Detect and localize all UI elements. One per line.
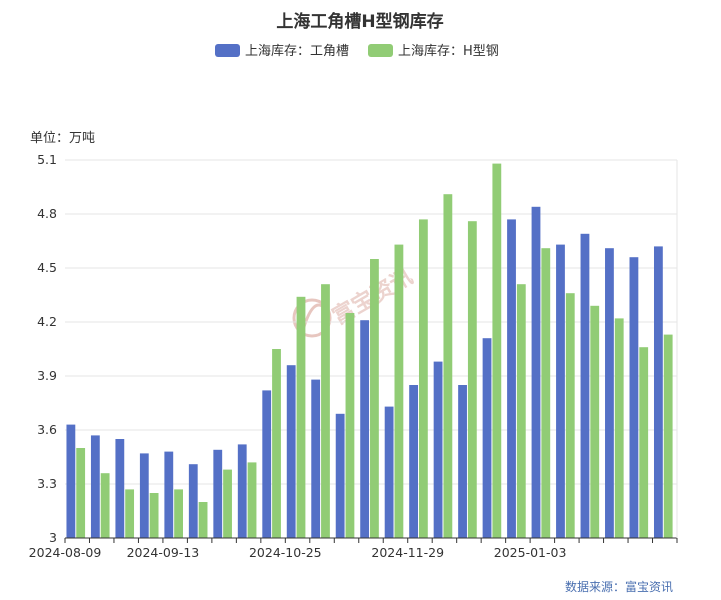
bar-series-2[interactable] (394, 244, 404, 538)
bar-series-1[interactable] (213, 449, 223, 538)
bar-series-1[interactable] (286, 365, 296, 538)
y-tick-label: 3.9 (37, 368, 57, 383)
bar-series-2[interactable] (125, 489, 135, 538)
bar-series-2[interactable] (565, 293, 575, 538)
bar-series-2[interactable] (198, 502, 208, 538)
bar-series-1[interactable] (115, 439, 125, 538)
bar-series-1[interactable] (605, 248, 614, 538)
bar-series-2[interactable] (296, 296, 306, 538)
y-axis-unit-label: 单位：万吨 (30, 131, 95, 146)
bar-series-1[interactable] (507, 219, 516, 538)
bar-series-1[interactable] (311, 379, 321, 538)
bar-series-1[interactable] (139, 453, 149, 538)
legend[interactable]: 上海库存：工角槽 上海库存：H型钢 (215, 43, 499, 59)
y-tick-label: 3.6 (37, 422, 57, 437)
bar-series-2[interactable] (247, 462, 257, 538)
bar-series-2[interactable] (418, 219, 428, 538)
y-axis-ticks: 3 3.3 3.6 3.9 4.2 4.5 4.8 5.1 (37, 152, 57, 545)
bar-series-1[interactable] (653, 246, 663, 538)
bar-series-1[interactable] (556, 244, 565, 538)
bar-series-2[interactable] (541, 248, 551, 538)
bar-series-1[interactable] (433, 361, 443, 538)
legend-swatch-series-1[interactable] (215, 44, 240, 57)
bar-series-1[interactable] (66, 424, 76, 538)
x-tick-label: 2024-09-13 (127, 545, 200, 560)
watermark-logo-mark (301, 303, 323, 331)
bar-series-2[interactable] (321, 284, 330, 538)
bar-series-1[interactable] (164, 451, 174, 538)
bar-series-2[interactable] (76, 448, 86, 538)
legend-swatch-series-2[interactable] (368, 44, 393, 57)
bar-series-1[interactable] (482, 338, 492, 538)
x-tick-label: 2024-10-25 (249, 545, 322, 560)
bar-series-1[interactable] (188, 464, 198, 538)
x-axis: 2024-08-09 2024-09-13 2024-10-25 2024-11-29… (29, 160, 678, 560)
bar-series-1[interactable] (335, 413, 345, 538)
y-tick-label: 5.1 (37, 152, 57, 167)
y-tick-label: 3.3 (37, 476, 57, 491)
bar-series-1[interactable] (580, 233, 590, 539)
legend-label-series-2[interactable]: 上海库存：H型钢 (398, 43, 499, 59)
x-tick-label: 2025-01-03 (494, 545, 567, 560)
data-source-label: 数据来源：富宝资讯 (565, 579, 673, 594)
legend-label-series-1[interactable]: 上海库存：工角槽 (245, 43, 349, 59)
bar-series-2[interactable] (345, 313, 355, 538)
bar-series-1[interactable] (531, 206, 541, 539)
bar-series-2[interactable] (272, 349, 281, 538)
bar-series-2[interactable] (614, 318, 624, 538)
bar-series-2[interactable] (100, 473, 110, 538)
bar-series-2[interactable] (174, 489, 183, 538)
bar-series-2[interactable] (516, 284, 526, 538)
bar-series-2[interactable] (663, 334, 673, 538)
bar-series-2[interactable] (590, 305, 600, 538)
bar-series-2[interactable] (492, 163, 502, 538)
bar-series-1[interactable] (458, 385, 467, 538)
bar-series-1[interactable] (629, 257, 639, 538)
y-tick-label: 3 (49, 530, 57, 545)
chart-title: 上海工角槽H型钢库存 (276, 11, 443, 32)
bar-series-2[interactable] (639, 347, 649, 538)
bar-series-2[interactable] (370, 259, 379, 538)
y-tick-label: 4.5 (37, 260, 57, 275)
bar-series-2[interactable] (223, 469, 232, 538)
bar-series-1[interactable] (360, 320, 370, 538)
watermark-logo-icon (292, 298, 332, 338)
bar-series-2[interactable] (443, 194, 453, 538)
bar-series-1[interactable] (90, 435, 100, 538)
bar-series-1[interactable] (262, 390, 272, 538)
bar-series-1[interactable] (409, 385, 419, 538)
x-tick-label: 2024-08-09 (29, 545, 102, 560)
bar-series-2[interactable] (149, 493, 159, 538)
bar-series-2[interactable] (467, 221, 477, 538)
bar-series-1[interactable] (237, 444, 247, 538)
bar-series-1[interactable] (384, 406, 394, 538)
x-tick-label: 2024-11-29 (371, 545, 444, 560)
y-tick-label: 4.8 (37, 206, 57, 221)
bars (66, 163, 673, 539)
y-tick-label: 4.2 (37, 314, 57, 329)
